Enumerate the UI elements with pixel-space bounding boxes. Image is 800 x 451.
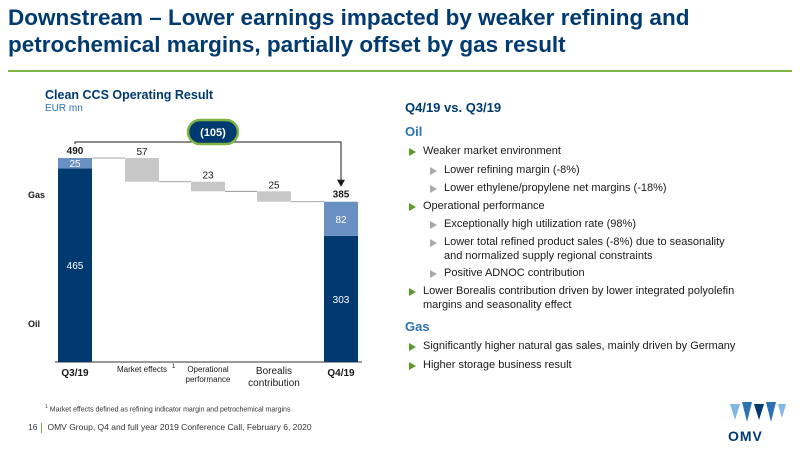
- total-change-label: (105): [200, 127, 226, 139]
- waterfall-chart: 465 25 490 303 82 385 57 23 25 (105) Gas Oil Q3/19 Ma…: [28, 118, 362, 389]
- bullet-ethylene-margins: Lower ethylene/propylene net margins (-1…: [430, 182, 667, 196]
- bullet-triangle-icon: [409, 343, 416, 351]
- comparison-heading: Q4/19 vs. Q3/19: [405, 100, 502, 115]
- x-tick-label-q3: Q3/19: [61, 368, 89, 379]
- data-label-change-Operational performance: 23: [202, 171, 214, 182]
- bullet-triangle-icon: [409, 203, 416, 211]
- footer-text: OMV Group, Q4 and full year 2019 Confere…: [47, 422, 312, 432]
- chart-title: Clean CCS Operating Result: [45, 88, 214, 102]
- bullet-utilization-rate: Exceptionally high utilization rate (98%…: [430, 218, 636, 232]
- x-tick-label-operational-1: Operational: [187, 365, 229, 374]
- data-label-oil-Q4/19: 303: [333, 295, 350, 306]
- total-label-Q4/19: 385: [333, 190, 350, 201]
- arrow-down-icon: [337, 179, 345, 187]
- x-tick-sup-market-effects: 1: [172, 364, 176, 370]
- bullet-operational-performance: Operational performance: [409, 200, 545, 214]
- bullet-triangle-icon: [430, 221, 437, 229]
- total-change-pill: [186, 118, 240, 146]
- bullet-triangle-icon: [430, 239, 437, 247]
- bar-change-Market effects: [125, 158, 159, 182]
- total-label-Q3/19: 490: [67, 146, 84, 157]
- footer: 16 OMV Group, Q4 and full year 2019 Confe…: [28, 422, 312, 433]
- legend-oil-label: Oil: [28, 319, 40, 329]
- legend-gas-label: Gas: [28, 190, 45, 200]
- omv-logo-icon: [730, 402, 786, 422]
- x-tick-label-borealis-2: contribution: [248, 378, 300, 389]
- omv-logo-text: OMV: [728, 428, 763, 444]
- x-tick-label-operational-2: performance: [186, 375, 231, 384]
- data-label-gas-Q3/19: 25: [69, 159, 81, 170]
- slide-title: Downstream – Lower earnings impacted by …: [8, 5, 690, 57]
- page-number: 16: [28, 422, 38, 432]
- bullet-triangle-icon: [430, 270, 437, 278]
- x-tick-label-q4: Q4/19: [327, 368, 355, 379]
- bullet-triangle-icon: [409, 362, 416, 370]
- data-label-change-Borealis contribution: 25: [268, 180, 280, 191]
- x-tick-label-market-effects: Market effects: [117, 365, 167, 374]
- bar-oil-Q3/19: [58, 168, 92, 362]
- x-tick-label-borealis-1: Borealis: [256, 366, 292, 377]
- bar-gas-Q4/19: [324, 201, 358, 236]
- footer-separator: [41, 422, 43, 433]
- bullet-triangle-icon: [409, 288, 416, 296]
- bar-gas-Q3/19: [58, 158, 92, 169]
- bar-change-Operational performance: [191, 181, 225, 192]
- bar-change-Borealis contribution: [257, 191, 291, 202]
- title-divider: [8, 70, 792, 72]
- bullet-adnoc-contribution: Positive ADNOC contribution: [430, 267, 585, 281]
- bullet-triangle-icon: [409, 148, 416, 156]
- bullet-refined-product-sales: Lower total refined product sales (-8%) …: [430, 236, 725, 263]
- chart-unit: EUR mn: [45, 103, 83, 114]
- bullet-gas-sales: Significantly higher natural gas sales, …: [409, 340, 735, 354]
- bullet-refining-margin: Lower refining margin (-8%): [430, 164, 580, 178]
- gas-section-label: Gas: [405, 319, 430, 334]
- bullet-triangle-icon: [430, 167, 437, 175]
- data-label-gas-Q4/19: 82: [335, 215, 347, 226]
- bullet-borealis-contribution: Lower Borealis contribution driven by lo…: [409, 285, 734, 312]
- data-label-change-Market effects: 57: [136, 147, 148, 158]
- bar-oil-Q4/19: [324, 235, 358, 362]
- oil-section-label: Oil: [405, 124, 423, 139]
- footnote: 1 Market effects defined as refining ind…: [45, 404, 291, 414]
- bullet-storage-result: Higher storage business result: [409, 359, 572, 373]
- data-label-oil-Q3/19: 465: [67, 261, 84, 272]
- bullet-triangle-icon: [430, 185, 437, 193]
- bullet-weaker-market: Weaker market environment: [409, 145, 561, 159]
